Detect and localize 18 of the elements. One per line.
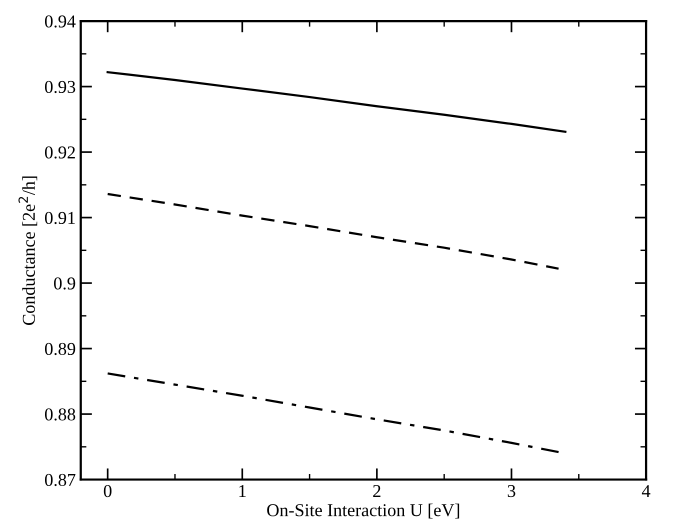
y-tick-label: 0.92 <box>44 146 75 159</box>
y-tick-label: 0.88 <box>44 408 76 421</box>
y-axis-title: Conductance [2e$^{2}$/h] <box>18 176 38 325</box>
x-tick-label: 2 <box>373 485 380 497</box>
line-series <box>106 192 560 270</box>
x-axis-title: On-Site Interaction U [eV] <box>267 504 460 519</box>
line-series <box>106 71 566 133</box>
y-tick-label: 0.89 <box>44 342 76 356</box>
x-tick-label: 3 <box>508 485 516 498</box>
y-tick-label: 0.9 <box>54 277 76 290</box>
y-tick-label: 0.91 <box>44 212 75 224</box>
y-tick-label: 0.94 <box>44 15 76 28</box>
x-tick-label: 0 <box>104 484 112 498</box>
y-tick-label: 0.93 <box>44 80 76 94</box>
x-tick-label: 4 <box>642 485 650 497</box>
y-tick-label: 0.87 <box>44 474 76 486</box>
x-tick-label: 1 <box>239 485 246 497</box>
line-series <box>106 372 560 454</box>
